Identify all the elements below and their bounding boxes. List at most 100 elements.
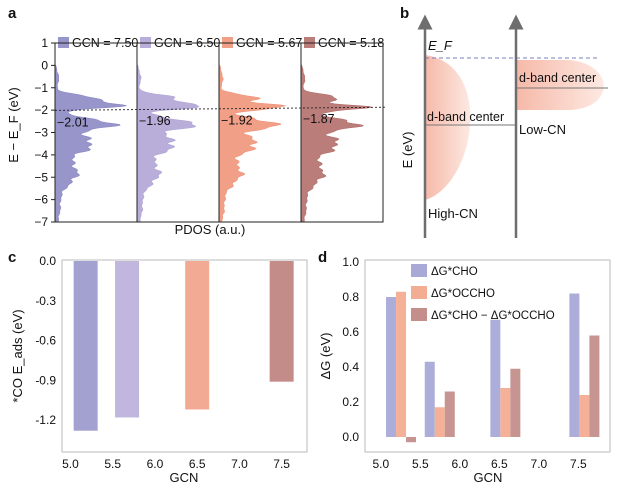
dg-bar [500, 388, 511, 437]
fermi-label: E_F [428, 38, 453, 53]
panel-label-a: a [8, 5, 17, 22]
low-cn-dband [516, 60, 604, 110]
dg-legend-swatch [411, 264, 427, 277]
co-x-label: GCN [170, 470, 199, 485]
dg-bar [579, 395, 590, 437]
panel-label-d: d [318, 249, 327, 266]
co-y-tick-label: -0.9 [35, 373, 56, 387]
dg-legend-swatch [411, 308, 427, 321]
dband-center-value: −1.96 [139, 114, 171, 128]
co-y-tick-label: -1.2 [35, 413, 56, 427]
co-bar [185, 261, 210, 410]
dg-legend-item: ΔG*CHO [411, 264, 478, 278]
pdos-y-tick-label: 1 [41, 36, 48, 50]
dg-bar [589, 335, 600, 437]
dg-x-tick-label: 7.5 [570, 457, 587, 471]
dband-center-value: −1.92 [221, 113, 253, 127]
dg-y-tick-label: 0.2 [342, 395, 359, 409]
pdos-y-tick-label: −3 [34, 126, 48, 140]
pdos-y-tick-label: −5 [34, 170, 48, 184]
dg-legend-item: ΔG*CHO − ΔG*OCCHO [411, 308, 555, 322]
dg-bar [444, 391, 455, 437]
dg-legend-label: ΔG*CHO [431, 266, 478, 278]
dband-schematic: E_F d-band center d-band center High-CN … [400, 14, 608, 238]
dg-legend-label: ΔG*OCCHO [431, 288, 495, 300]
dg-bar [569, 293, 580, 437]
dg-plot-frame [364, 259, 611, 453]
dband-center-value: −2.01 [57, 115, 89, 129]
dg-x-tick-label: 6.5 [491, 457, 508, 471]
dg-bar [386, 297, 397, 437]
dg-y-label: ΔG (eV) [318, 333, 333, 380]
dg-y-tick-label: 0.8 [342, 290, 359, 304]
pdos-curves [54, 43, 374, 223]
pdos-curve-4 [300, 43, 374, 223]
dband-center-label-left: d-band center [427, 110, 504, 124]
dg-x-tick-label: 7.0 [531, 457, 548, 471]
pdos-curve-1 [54, 43, 127, 223]
dg-x-label: GCN [474, 470, 503, 485]
dg-bars [386, 291, 600, 443]
high-cn-label: High-CN [428, 206, 478, 221]
dg-x-tick-label: 6.0 [451, 457, 468, 471]
co-x-tick-label: 6.5 [189, 457, 206, 471]
co-bar [73, 261, 98, 431]
co-ticks: 0.0 -0.3 -0.6 -0.9 -1.2 5.0 5.5 6.0 6.5 7.0 7.5 [35, 254, 290, 471]
dg-bar [490, 319, 501, 437]
pdos-y-tick-label: −6 [34, 193, 48, 207]
pdos-y-tick-label: −1 [34, 81, 48, 95]
co-x-tick-label: 7.0 [231, 457, 248, 471]
dg-legend-swatch [411, 286, 427, 299]
schematic-y-label: E (eV) [400, 132, 415, 169]
co-x-tick-label: 6.0 [147, 457, 164, 471]
co-bars [73, 261, 294, 431]
co-y-label: *CO E_ads (eV) [10, 309, 25, 402]
co-y-tick-label: -0.3 [35, 294, 56, 308]
pdos-y-tick-label: −4 [34, 148, 48, 162]
pdos-y-axis: 1 0 −1 −2 −3 −4 −5 −6 −7 [34, 36, 55, 229]
dg-bar [406, 437, 417, 443]
dg-bar [424, 361, 435, 437]
co-x-tick-label: 7.5 [273, 457, 290, 471]
dg-legend-label: ΔG*CHO − ΔG*OCCHO [431, 310, 555, 322]
dg-y-tick-label: 0.4 [342, 360, 359, 374]
dg-bar [434, 407, 445, 437]
dg-y-tick-label: 0.6 [342, 325, 359, 339]
dg-ticks: 0.0 0.2 0.4 0.6 0.8 1.0 5.0 5.5 6.0 6.5 7.0 7.5 [342, 255, 587, 471]
delta-g-chart: 0.0 0.2 0.4 0.6 0.8 1.0 5.0 5.5 6.0 6.5 7.0 7.5 ΔG*… [318, 255, 611, 485]
co-bar [115, 261, 140, 418]
co-x-tick-label: 5.5 [104, 457, 121, 471]
high-cn-dband [425, 55, 471, 200]
pdos-curve-3 [218, 43, 287, 223]
dg-bar [510, 368, 521, 437]
co-y-tick-label: 0.0 [39, 254, 56, 268]
dg-bar [396, 291, 407, 437]
dg-x-tick-label: 5.0 [372, 457, 389, 471]
dg-y-tick-label: 1.0 [342, 255, 359, 269]
pdos-frames [54, 42, 384, 223]
pdos-y-tick-label: −2 [34, 103, 48, 117]
dband-center-value: −1.87 [303, 112, 335, 126]
dg-legend-item: ΔG*OCCHO [411, 286, 495, 300]
co-bar [269, 261, 294, 382]
low-cn-label: Low-CN [519, 122, 566, 137]
pdos-x-label: PDOS (a.u.) [175, 222, 246, 237]
co-y-tick-label: -0.6 [35, 334, 56, 348]
co-adsorption-chart: 0.0 -0.3 -0.6 -0.9 -1.2 5.0 5.5 6.0 6.5 7.0 7.5 GC… [10, 254, 308, 485]
pdos-curve-2 [136, 43, 200, 223]
panel-label-c: c [8, 249, 16, 266]
pdos-y-label: E − E_F (eV) [6, 87, 21, 163]
pdos-y-tick-label: 0 [41, 58, 48, 72]
co-x-tick-label: 5.0 [62, 457, 79, 471]
dg-legend: ΔG*CHO ΔG*OCCHO ΔG*CHO − ΔG*OCCHO [411, 264, 555, 322]
dg-x-tick-label: 5.5 [412, 457, 429, 471]
panel-label-b: b [400, 5, 409, 22]
dband-center-label-right: d-band center [519, 71, 596, 85]
pdos-panel-frame [300, 42, 384, 223]
dband-reference-line [54, 106, 386, 111]
co-plot-frame [61, 259, 308, 453]
dg-y-tick-label: 0.0 [342, 430, 359, 444]
pdos-y-tick-label: −7 [34, 215, 48, 229]
